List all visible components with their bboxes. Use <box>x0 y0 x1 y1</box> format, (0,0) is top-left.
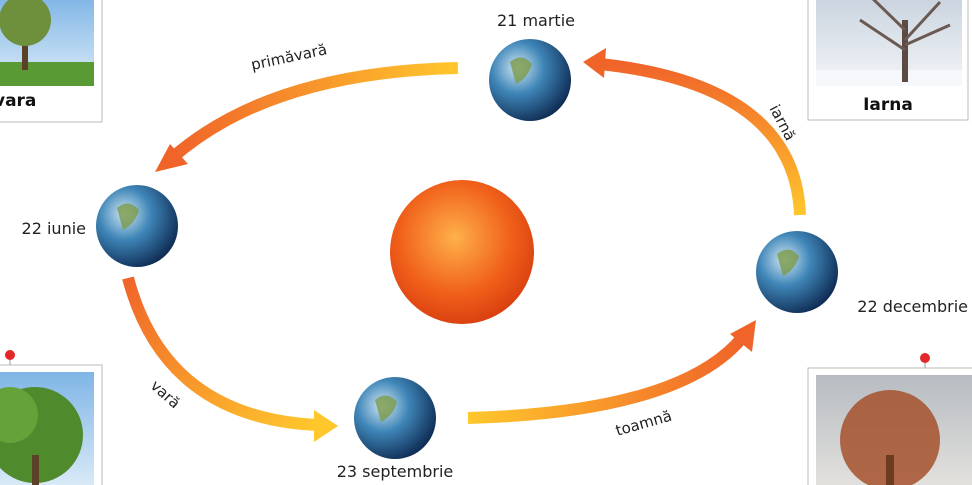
card-summer-bottom <box>0 350 103 485</box>
season-label: vară <box>147 376 184 412</box>
season-label: primăvară <box>249 40 328 74</box>
arrow-winter <box>583 48 806 216</box>
card-label: Iarna <box>863 95 913 115</box>
date-label: 23 septembrie <box>337 462 454 481</box>
earth <box>354 377 436 459</box>
date-label: 22 decembrie <box>857 297 968 316</box>
card-label: vara <box>0 91 36 111</box>
card-winter: Iarna <box>807 0 969 121</box>
earth <box>96 185 178 267</box>
earth <box>489 39 571 121</box>
arrow-autumn <box>467 320 756 424</box>
arrow-spring <box>155 62 459 172</box>
date-label: 21 martie <box>497 11 575 30</box>
earth <box>756 231 838 313</box>
sun <box>390 180 534 324</box>
card-summer-top: vara <box>0 0 103 123</box>
season-label: toamnă <box>613 407 673 440</box>
arrow-summer <box>122 276 338 442</box>
date-label: 22 iunie <box>22 219 86 238</box>
card-autumn <box>807 353 972 485</box>
